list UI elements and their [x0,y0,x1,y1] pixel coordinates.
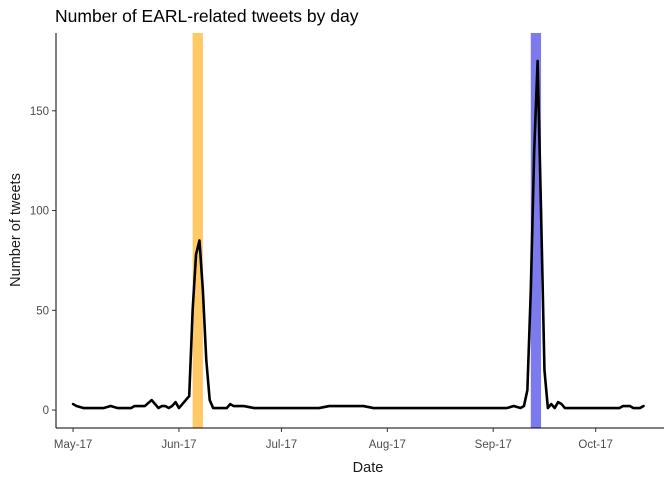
x-tick-label: May-17 [54,439,92,451]
y-tick-label: 0 [43,405,49,417]
x-tick-label: Aug-17 [369,439,406,451]
series-line-1 [71,59,645,410]
x-tick-label: Jun-17 [161,439,196,451]
y-axis-title: Number of tweets [8,173,24,287]
y-ticks: 0 50 100 150 [30,106,56,417]
y-tick-label: 150 [30,106,49,118]
y-tick-label: 50 [36,305,49,317]
highlight-band-2 [530,33,542,428]
x-tick-label: Sep-17 [475,439,512,451]
chart-title: Number of EARL-related tweets by day [55,6,359,26]
x-ticks: May-17 Jun-17 Jul-17 Aug-17 Sep-17 Oct-17 [54,428,613,451]
x-tick-label: Jul-17 [266,439,297,451]
series-lines [71,59,645,410]
axes [55,33,664,429]
y-tick-label: 100 [30,206,49,218]
x-axis-title: Date [353,460,384,476]
highlight-bands [192,33,542,428]
x-tick-label: Oct-17 [578,439,613,451]
highlight-band-1 [192,33,203,428]
